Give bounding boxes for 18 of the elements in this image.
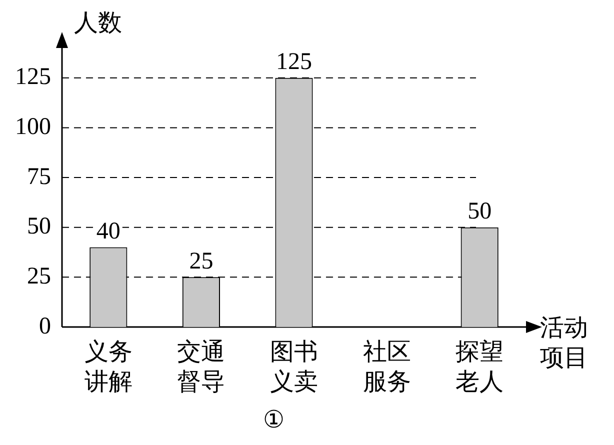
x-tick-label: 社区服务	[362, 339, 411, 396]
y-tick-label: 0	[39, 313, 51, 340]
x-tick-label: 交通督导	[177, 338, 226, 396]
y-tick-label: 100	[15, 114, 51, 140]
y-tick-label: 25	[27, 263, 51, 290]
data-label: 50	[468, 198, 492, 225]
data-label: 40	[96, 218, 120, 245]
y-tick-label: 50	[27, 214, 51, 240]
data-label: 25	[189, 248, 214, 274]
y-tick-label: 75	[27, 164, 51, 190]
y-axis-title: 人数	[74, 10, 122, 36]
x-tick-label: 义务讲解	[84, 338, 132, 396]
x-tick-label: 图书义卖	[270, 339, 318, 396]
x-tick-label: 探望老人	[456, 338, 504, 396]
y-tick-label: 125	[15, 64, 51, 90]
x-axis-title: 活动项目	[540, 315, 588, 372]
text: ①	[263, 407, 285, 434]
data-label: 125	[276, 49, 312, 76]
